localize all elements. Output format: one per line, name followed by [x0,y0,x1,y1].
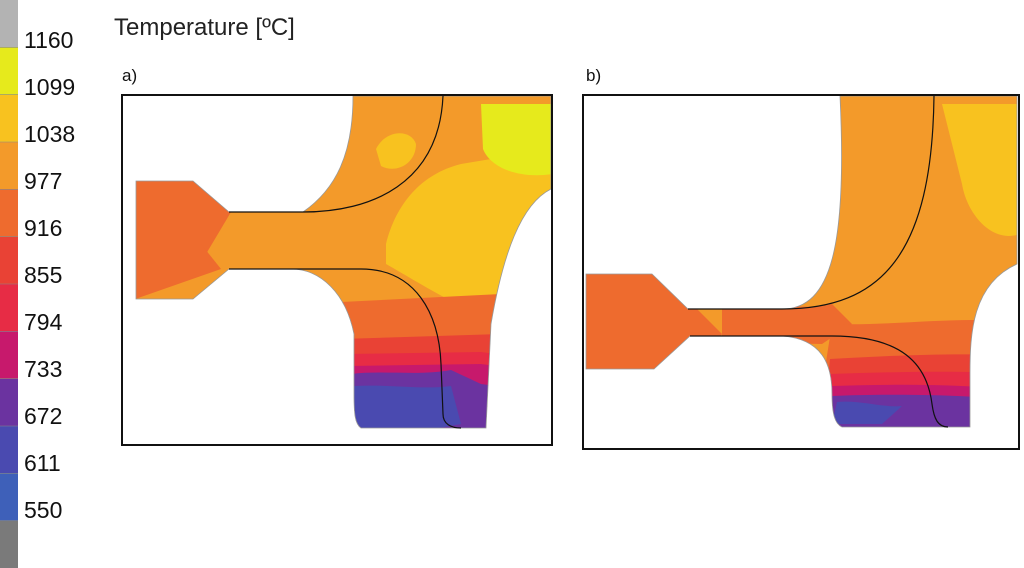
scale-swatch-4 [0,189,18,238]
scale-tick-1160: 1160 [24,27,74,53]
scale-tick-1038: 1038 [24,121,76,147]
scale-swatch-0 [0,0,18,48]
scale-swatch-8 [0,378,18,427]
scale-swatch-1 [0,47,18,96]
scale-tick-611: 611 [24,450,61,476]
scale-tick-550: 550 [24,497,63,523]
scale-swatch-9 [0,426,18,474]
scale-swatch-7 [0,331,18,380]
scale-tick-977: 977 [24,168,63,194]
scale-tick-916: 916 [24,215,63,241]
panel-b-temperature-map [582,94,1020,450]
scale-swatch-3 [0,142,18,190]
panel-a-label: a) [122,66,138,85]
scale-tick-855: 855 [24,262,63,288]
scale-tick-672: 672 [24,403,63,429]
scale-swatch-11 [0,520,18,568]
scale-tick-794: 794 [24,309,63,335]
legend-title: Temperature [ºC] [114,14,295,41]
panel-a-temperature-map [121,94,553,446]
panel-b-label: b) [586,66,602,85]
scale-swatch-5 [0,236,18,285]
scale-tick-1099: 1099 [24,74,76,100]
scale-swatch-6 [0,284,18,332]
color-scale-bar [0,0,18,568]
scale-swatch-2 [0,94,18,143]
scale-swatch-10 [0,473,18,522]
scale-tick-733: 733 [24,356,63,382]
